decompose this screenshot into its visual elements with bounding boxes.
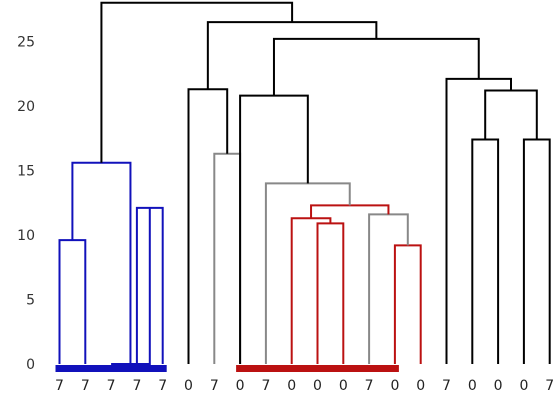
y-tick-label: 25 (17, 35, 35, 51)
leaf-label: 7 (81, 378, 90, 394)
dendrogram-link (393, 244, 422, 364)
leaf-label: 0 (339, 378, 348, 394)
leaf-label: 0 (519, 378, 528, 394)
dendrogram-link (522, 138, 551, 364)
cluster-bar (55, 365, 167, 372)
leaf-label: 7 (210, 378, 219, 394)
dendrogram-link (206, 21, 378, 90)
dendrogram-link (471, 138, 500, 364)
leaf-label: 7 (158, 378, 167, 394)
y-tick-label: 5 (26, 293, 35, 309)
leaf-label: 0 (416, 378, 425, 394)
leaf-label: 7 (545, 378, 554, 394)
cluster-bars (55, 365, 399, 372)
y-tick-label: 20 (17, 99, 35, 115)
dendrogram-link (111, 207, 151, 365)
dendrogram-link (290, 217, 332, 364)
dendrogram-link (58, 239, 87, 364)
dendrogram-link (310, 204, 390, 219)
y-tick-label: 0 (26, 357, 35, 373)
cluster-bar (236, 365, 399, 372)
dendrogram-link (316, 222, 345, 364)
dendrogram-link (239, 94, 309, 364)
leaf-label: 7 (442, 378, 451, 394)
leaf-label: 0 (184, 378, 193, 394)
leaf-label: 0 (313, 378, 322, 394)
dendrogram-link (368, 213, 409, 364)
leaf-label: 0 (468, 378, 477, 394)
leaf-label: 0 (390, 378, 399, 394)
leaf-label: 7 (365, 378, 374, 394)
dendrogram-link (100, 1, 294, 163)
dendrogram-link (272, 37, 480, 96)
dendrogram-link (445, 77, 512, 364)
dendrogram-link (484, 89, 538, 140)
y-tick-label: 15 (17, 164, 35, 180)
leaf-label: 0 (287, 378, 296, 394)
dendrogram-link (71, 161, 132, 364)
leaf-label: 7 (132, 378, 141, 394)
y-tick-label: 10 (17, 228, 35, 244)
leaf-label: 7 (261, 378, 270, 394)
dendrogram-link (264, 182, 351, 364)
dendrogram-link (187, 88, 229, 364)
dendrogram-links (58, 1, 551, 365)
y-axis: 0 5 10 15 20 25 (17, 35, 35, 374)
leaf-label: 0 (236, 378, 245, 394)
leaf-label: 7 (55, 378, 64, 394)
leaf-label: 0 (494, 378, 503, 394)
dendrogram-link (213, 152, 242, 364)
leaf-label: 7 (107, 378, 116, 394)
